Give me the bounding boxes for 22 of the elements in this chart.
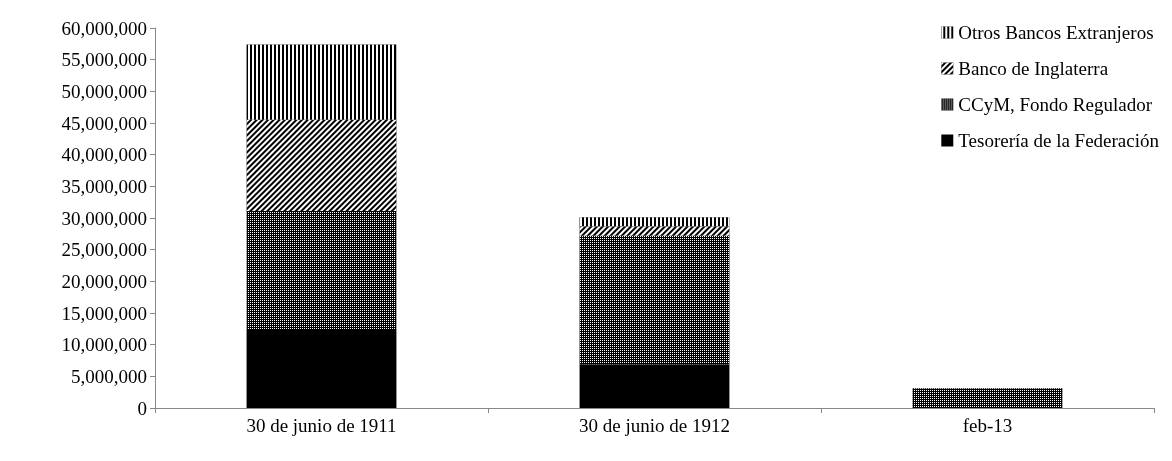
y-tick-label: 0 <box>137 397 147 419</box>
y-tick-label: 5,000,000 <box>71 365 147 387</box>
y-tick-label: 30,000,000 <box>61 207 147 229</box>
x-tick-label: 30 de junio de 1912 <box>579 415 730 436</box>
y-tick-label: 25,000,000 <box>61 239 147 261</box>
legend-label: CCyM, Fondo Regulador <box>958 94 1153 115</box>
legend-label: Otros Bancos Extranjeros <box>958 22 1154 43</box>
bar <box>246 330 397 408</box>
y-tick-label: 15,000,000 <box>61 302 147 324</box>
legend-label: Tesorería de la Federación <box>958 130 1160 151</box>
y-tick-label: 40,000,000 <box>61 144 147 166</box>
y-tick-label: 50,000,000 <box>61 80 147 102</box>
y-tick-label: 60,000,000 <box>61 17 147 39</box>
x-tick-label: 30 de junio de 1911 <box>246 415 397 436</box>
y-tick-label: 45,000,000 <box>61 112 147 134</box>
y-tick-label: 55,000,000 <box>61 49 147 71</box>
bar <box>579 364 730 408</box>
x-tick-label: feb-13 <box>962 415 1013 436</box>
y-tick-label: 10,000,000 <box>61 334 147 356</box>
y-tick-label: 35,000,000 <box>61 175 147 197</box>
legend-label: Banco de Inglaterra <box>958 58 1109 79</box>
y-tick-label: 20,000,000 <box>61 270 147 292</box>
